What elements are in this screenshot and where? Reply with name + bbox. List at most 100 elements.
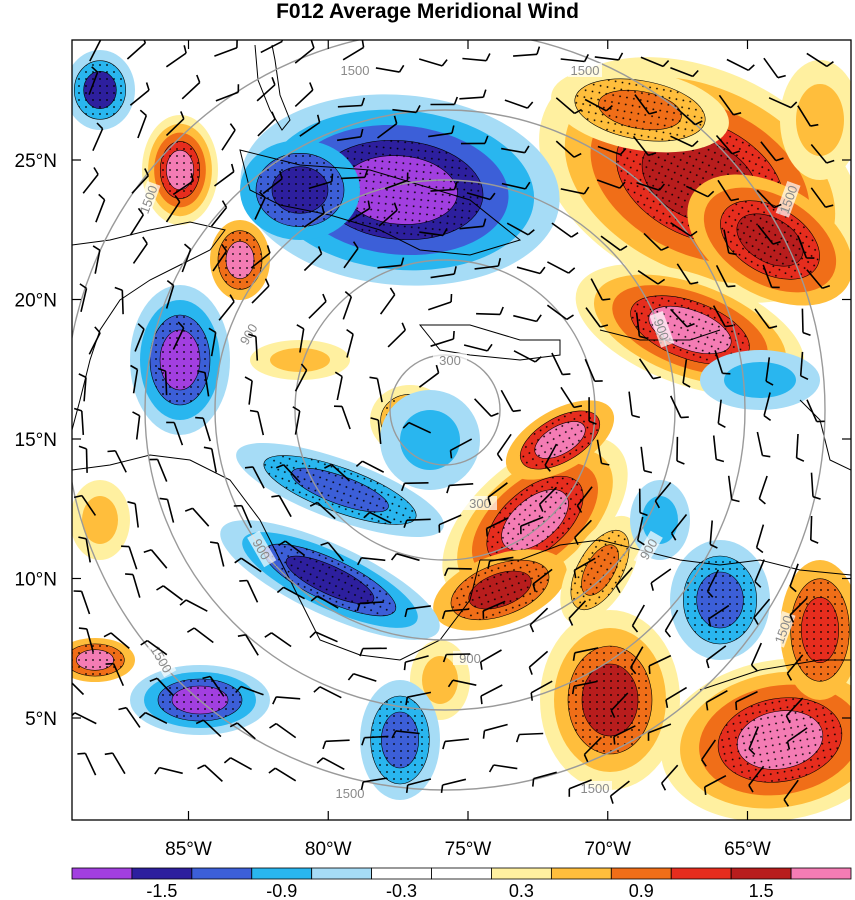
wind-barb-flag: [692, 69, 699, 77]
wind-barb: [166, 499, 175, 523]
wind-barb: [756, 189, 775, 209]
wind-barb: [500, 389, 514, 412]
wind-barb: [131, 175, 149, 194]
wind-barb-flag: [144, 168, 150, 177]
wind-barb-flag: [190, 173, 194, 182]
wind-barb-flag: [715, 458, 725, 463]
wind-barb: [74, 712, 97, 725]
wind-barb-flag: [725, 324, 734, 328]
wind-barb: [129, 89, 150, 106]
colorbar-label: -1.5: [146, 881, 177, 900]
wind-barb: [294, 89, 314, 107]
wind-barb-flag: [497, 258, 502, 267]
x-tick-label: 85°W: [165, 839, 212, 860]
wind-barb: [799, 351, 804, 376]
wind-barb-flag: [390, 553, 398, 561]
wind-barb-flag: [393, 202, 398, 211]
wind-barb-flag: [229, 123, 236, 131]
wind-barb: [145, 711, 168, 725]
range-ring: [214, 179, 676, 641]
wind-barb: [785, 697, 804, 717]
wind-barb: [709, 520, 713, 545]
wind-barb: [806, 52, 828, 68]
ring-label-bg: [578, 781, 612, 795]
wind-barb-flag: [748, 784, 754, 793]
wind-barb: [212, 250, 228, 272]
wind-barb: [181, 81, 201, 100]
wind-barb: [303, 253, 323, 272]
wind-barb: [447, 567, 472, 570]
wind-barb-flag: [789, 585, 797, 593]
wind-barb-flag: [196, 74, 201, 83]
wind-barb: [419, 231, 444, 237]
wind-barb: [250, 252, 271, 269]
wind-barb-flag: [727, 285, 736, 288]
wind-barb-flag: [490, 412, 499, 417]
wind-barb-flag: [361, 40, 365, 48]
wind-barb-flag: [316, 114, 321, 123]
wind-barb-flag: [609, 795, 614, 804]
significance-stipple: [76, 649, 114, 671]
wind-barb-flag: [347, 673, 355, 681]
wind-barb-flag: [571, 686, 575, 695]
wind-barb-flag: [602, 298, 611, 301]
significance-stipple: [534, 421, 586, 459]
wind-barb: [783, 779, 799, 801]
significance-stipple: [737, 710, 823, 770]
wind-barb: [275, 722, 297, 739]
colorbar-swatch: [311, 867, 373, 880]
wind-barb: [584, 98, 607, 112]
wind-barb-flag: [309, 501, 318, 507]
wind-barb-flag: [125, 573, 134, 576]
wind-barb-flag: [660, 782, 667, 791]
wind-barb-flag: [174, 194, 181, 203]
wind-barb-flag: [361, 737, 366, 746]
wind-barb: [529, 607, 549, 626]
wind-barb: [95, 199, 106, 223]
wind-barb: [377, 264, 402, 269]
wind-barb-flag: [140, 639, 148, 646]
wind-barb: [446, 653, 471, 656]
wind-barb: [283, 464, 301, 483]
wind-barb-flag: [96, 122, 104, 130]
wind-barb-flag: [763, 415, 772, 422]
wind-barb: [132, 574, 141, 598]
ring-label-bg: [338, 63, 372, 77]
wind-barb: [795, 433, 799, 458]
wind-barb-flag: [244, 466, 253, 469]
wind-barb-flag: [753, 617, 759, 625]
wind-barb: [346, 333, 354, 358]
wind-barb-flag: [708, 618, 712, 627]
wind-barb: [165, 285, 175, 309]
wind-barb: [555, 140, 575, 158]
colorbar-label: 0.3: [509, 881, 534, 900]
wind-barb-flag: [731, 498, 740, 503]
wind-barb: [215, 91, 239, 102]
wind-barbs: [72, 40, 835, 807]
range-ring-label: 1500: [571, 63, 600, 78]
wind-barb-flag: [180, 111, 185, 120]
wind-barb-flag: [139, 109, 147, 117]
ring-label-bg: [247, 530, 277, 568]
y-tick-label: 20°N: [15, 291, 57, 312]
wind-barb: [210, 206, 228, 227]
significance-stipple: [801, 597, 839, 663]
wind-barb-flag: [453, 181, 458, 190]
wind-barb-flag: [331, 173, 334, 182]
wind-barb-flag: [132, 411, 140, 417]
wind-barb: [763, 392, 771, 416]
wind-barb-flag: [664, 630, 672, 638]
wind-barb: [706, 690, 728, 704]
wind-barb-flag: [360, 128, 364, 137]
wind-barb: [501, 147, 525, 154]
wind-barb-flag: [566, 314, 574, 321]
wind-barb: [583, 736, 602, 756]
wind-barb-flag: [496, 453, 503, 462]
wind-barb-flag: [489, 192, 496, 200]
wind-barb-flag: [643, 469, 653, 474]
wind-barb: [81, 410, 85, 435]
significance-stipple: [468, 571, 532, 609]
wind-barb: [636, 516, 644, 541]
wind-barb: [638, 358, 654, 380]
wind-barb: [600, 235, 621, 251]
